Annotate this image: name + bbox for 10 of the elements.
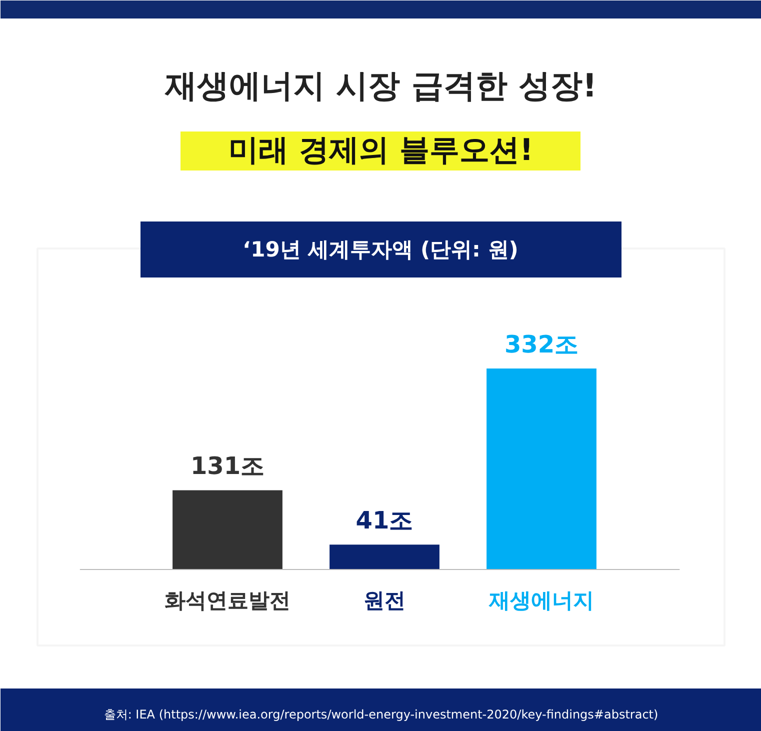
data-label: 41조 — [356, 506, 414, 535]
data-label: 131조 — [190, 452, 265, 480]
text: ‘19년 세계투자액 (단위: 원) — [242, 238, 518, 262]
data-label: 332조 — [504, 330, 579, 358]
source-note: 출처: IEA (https://www.iea.org/reports/world-energy-investment-2020/key-findings#abstract) — [104, 708, 658, 722]
x-tick-label: 재생에너지 — [488, 588, 594, 612]
chart-subtitle: 미래 경제의 블루오션! — [228, 133, 534, 168]
x-tick-label: 원전 — [364, 588, 406, 612]
chart-title: 재생에너지 시장 급격한 성장! — [164, 66, 598, 104]
x-tick-label: 화석연료발전 — [164, 588, 290, 612]
